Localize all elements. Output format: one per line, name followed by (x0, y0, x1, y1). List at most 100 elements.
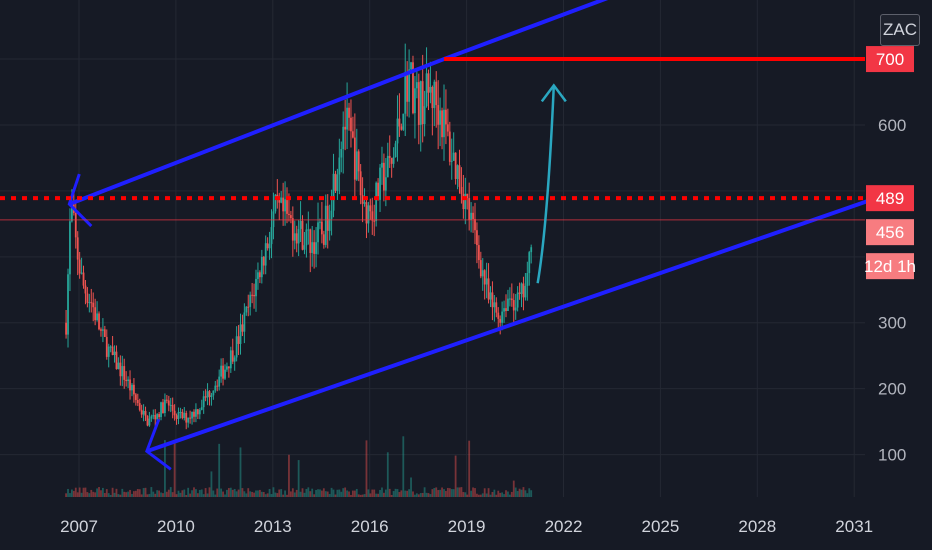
volume-bar (357, 494, 360, 497)
volume-bar (454, 455, 457, 497)
volume-bar (84, 487, 87, 497)
candle-body (495, 302, 498, 313)
volume-bar (127, 491, 129, 497)
candle-body (291, 218, 294, 241)
candle-body (303, 245, 306, 250)
volume-bar (189, 493, 192, 497)
volume-bar (507, 491, 509, 497)
volume-bar (218, 443, 221, 497)
candle-body (245, 306, 248, 313)
volume-bar (280, 489, 283, 497)
volume-bar (158, 490, 161, 497)
projection-arrowhead[interactable] (540, 83, 567, 103)
candle-body (419, 81, 422, 125)
candle-body (282, 197, 285, 212)
candle-body (528, 252, 531, 274)
volume-bar (367, 489, 370, 497)
volume-bar (474, 488, 476, 497)
candle-body (499, 318, 502, 323)
volume-bar (69, 493, 71, 497)
candle-body (74, 212, 77, 238)
volume-bar (284, 490, 286, 497)
volume-bar (520, 489, 523, 497)
candle-body (160, 402, 162, 418)
volume-bar (437, 490, 440, 497)
candle-body (202, 396, 205, 408)
upper-trendline[interactable] (68, 0, 612, 206)
candle-body (253, 295, 255, 297)
projection-arrow[interactable] (536, 85, 556, 284)
candle-body (80, 272, 83, 274)
volume-bar (212, 490, 215, 497)
volume-bar (80, 492, 83, 497)
volume-bar (268, 488, 271, 497)
candle-body (483, 270, 486, 285)
candle-body (503, 308, 505, 312)
trendline-arrowhead-upper[interactable] (67, 173, 93, 228)
price-tag-label: 489 (876, 189, 904, 208)
x-axis-label: 2025 (641, 517, 679, 536)
volume-bar (369, 493, 372, 497)
candle-body (477, 245, 480, 261)
candle-body (346, 107, 348, 130)
volume-bar (481, 493, 484, 497)
candle-body (452, 152, 455, 161)
volume-bar (528, 488, 531, 497)
symbol-badge[interactable]: ZAC (880, 14, 920, 46)
volume-bar (72, 490, 75, 497)
candle-body (70, 204, 73, 222)
volume-bar (181, 490, 184, 497)
volume-bar (191, 490, 193, 497)
candle-body (508, 298, 511, 300)
candle-body (379, 167, 381, 200)
candle-body (373, 220, 376, 222)
volume-bar (109, 494, 112, 497)
candle-body (226, 366, 228, 370)
candle-body (450, 160, 453, 162)
volume-bar (462, 492, 465, 497)
price-tag-bg (866, 46, 914, 73)
volume-bar (251, 491, 254, 497)
volume-bar (70, 489, 73, 497)
trendline-arrowhead-lower[interactable] (145, 418, 172, 471)
candle-body (353, 137, 356, 180)
price-tag-bg (866, 253, 914, 280)
volume-bar (185, 494, 188, 497)
candle-body (113, 351, 116, 356)
volume-bar (243, 491, 246, 497)
candle-body (220, 365, 223, 377)
price-tag-label: 700 (876, 50, 904, 69)
volume-bar (107, 493, 110, 497)
candle-body (249, 294, 252, 307)
volume-bar (414, 494, 416, 497)
volume-bar (466, 494, 469, 497)
candle-body (445, 109, 447, 125)
candle-body (293, 233, 296, 241)
drawings[interactable] (0, 0, 872, 471)
candle-body (433, 81, 436, 109)
candle-body (417, 82, 420, 125)
candle-body (311, 242, 314, 253)
candle-body (181, 411, 184, 419)
volume-bar (448, 488, 451, 497)
candle-body (107, 346, 110, 357)
candle-body (206, 391, 209, 398)
candle-body (123, 366, 126, 380)
candle-body (233, 357, 236, 362)
candle-body (115, 351, 118, 370)
volume-bar (286, 494, 288, 497)
volume-bar (445, 490, 447, 497)
candle-body (251, 294, 254, 296)
candlesticks (65, 43, 533, 430)
volume-bar (140, 494, 143, 497)
volume-bar (487, 488, 490, 497)
volume-bar (373, 489, 376, 497)
volume-bar (175, 494, 178, 497)
candle-body (65, 322, 67, 335)
lower-trendline[interactable] (146, 198, 872, 454)
volume-bar (530, 490, 533, 497)
volume-bar (353, 490, 356, 497)
candle-body (384, 177, 387, 191)
